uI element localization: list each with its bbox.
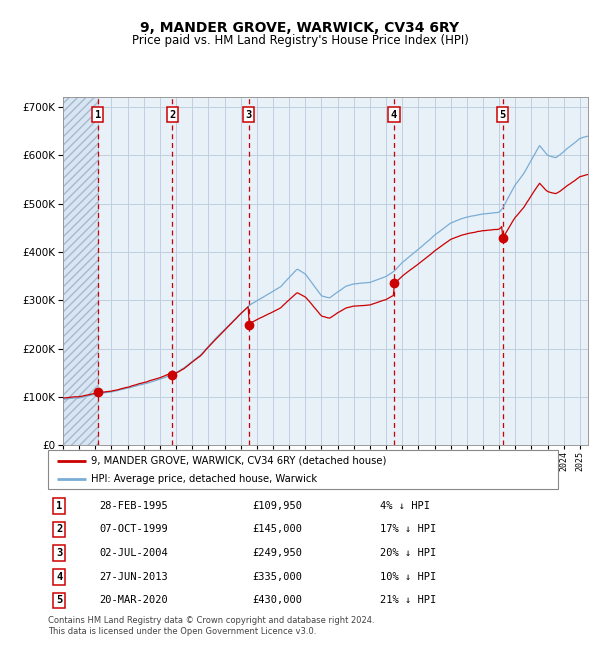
Text: 3: 3 [56, 548, 62, 558]
Text: Price paid vs. HM Land Registry's House Price Index (HPI): Price paid vs. HM Land Registry's House … [131, 34, 469, 47]
Text: 1: 1 [95, 110, 101, 120]
Text: 4% ↓ HPI: 4% ↓ HPI [380, 501, 430, 511]
Text: 2: 2 [169, 110, 175, 120]
Text: 2: 2 [56, 525, 62, 534]
Text: 9, MANDER GROVE, WARWICK, CV34 6RY (detached house): 9, MANDER GROVE, WARWICK, CV34 6RY (deta… [91, 456, 387, 466]
Text: 9, MANDER GROVE, WARWICK, CV34 6RY: 9, MANDER GROVE, WARWICK, CV34 6RY [140, 21, 460, 35]
Text: 07-OCT-1999: 07-OCT-1999 [99, 525, 168, 534]
Text: 21% ↓ HPI: 21% ↓ HPI [380, 595, 436, 605]
Text: 1: 1 [56, 501, 62, 511]
Text: 02-JUL-2004: 02-JUL-2004 [99, 548, 168, 558]
Text: £430,000: £430,000 [252, 595, 302, 605]
Text: 17% ↓ HPI: 17% ↓ HPI [380, 525, 436, 534]
Text: £109,950: £109,950 [252, 501, 302, 511]
Text: 28-FEB-1995: 28-FEB-1995 [99, 501, 168, 511]
Text: £335,000: £335,000 [252, 572, 302, 582]
Text: 4: 4 [391, 110, 397, 120]
Text: 5: 5 [56, 595, 62, 605]
Text: 20% ↓ HPI: 20% ↓ HPI [380, 548, 436, 558]
Text: £249,950: £249,950 [252, 548, 302, 558]
Text: HPI: Average price, detached house, Warwick: HPI: Average price, detached house, Warw… [91, 474, 317, 484]
Text: 27-JUN-2013: 27-JUN-2013 [99, 572, 168, 582]
Text: 3: 3 [245, 110, 252, 120]
Text: 10% ↓ HPI: 10% ↓ HPI [380, 572, 436, 582]
Text: 5: 5 [500, 110, 506, 120]
Text: Contains HM Land Registry data © Crown copyright and database right 2024.
This d: Contains HM Land Registry data © Crown c… [48, 616, 374, 636]
Bar [63, 98, 98, 445]
Text: £145,000: £145,000 [252, 525, 302, 534]
Text: 20-MAR-2020: 20-MAR-2020 [99, 595, 168, 605]
Text: 4: 4 [56, 572, 62, 582]
